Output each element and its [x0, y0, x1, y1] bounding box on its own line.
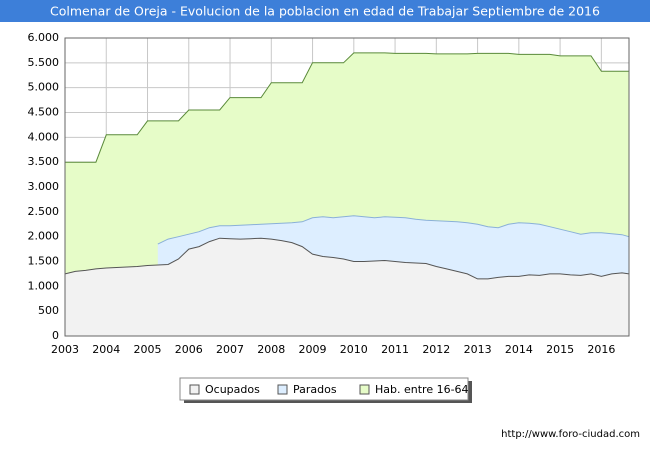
- area-line: [157, 215, 630, 245]
- legend-items: Ocupados Parados Hab. entre 16-64: [189, 383, 469, 396]
- footer: http://www.foro-ciudad.com: [501, 429, 640, 440]
- legend-label: Hab. entre 16-64: [375, 383, 469, 396]
- x-tick-label: 2016: [587, 343, 615, 356]
- y-tick-label: 6.000: [28, 31, 60, 44]
- legend-swatch: [359, 384, 370, 395]
- legend-swatch: [277, 384, 288, 395]
- x-tick-label: 2006: [175, 343, 203, 356]
- plot: [64, 37, 630, 337]
- legend-swatch: [189, 384, 200, 395]
- x-tick-label: 2011: [381, 343, 409, 356]
- legend: [179, 377, 469, 401]
- y-tick-label: 0: [52, 329, 59, 342]
- x-tick-label: 2012: [422, 343, 450, 356]
- area-line: [64, 237, 630, 280]
- y-tick-label: 2.500: [28, 205, 60, 218]
- legend-label: Parados: [293, 383, 337, 396]
- y-tick-label: 4.500: [28, 106, 60, 119]
- y-tick-label: 2.000: [28, 230, 60, 243]
- x-tick-label: 2009: [299, 343, 327, 356]
- y-tick-label: 5.500: [28, 56, 60, 69]
- x-tick-label: 2014: [505, 343, 533, 356]
- y-tick-label: 1.500: [28, 255, 60, 268]
- plot-frame: [64, 37, 630, 337]
- x-tick-label: 2013: [464, 343, 492, 356]
- x-tick-label: 2007: [216, 343, 244, 356]
- y-tick-label: 4.000: [28, 130, 60, 143]
- x-tick-label: 2010: [340, 343, 368, 356]
- x-tick-label: 2005: [134, 343, 162, 356]
- chart-title: Colmenar de Oreja - Evolucion de la pobl…: [50, 4, 600, 19]
- x-tick-label: 2008: [257, 343, 285, 356]
- title-bar: [0, 0, 650, 22]
- area: [157, 215, 630, 279]
- x-tick-label: 2004: [92, 343, 120, 356]
- x-tick-label: 2003: [51, 343, 79, 356]
- y-tick-label: 500: [38, 304, 59, 317]
- x-tick-label: 2015: [546, 343, 574, 356]
- y-tick-label: 5.000: [28, 81, 60, 94]
- area-line: [65, 52, 629, 163]
- legend-label: Ocupados: [205, 383, 260, 396]
- y-tick-label: 1.000: [28, 279, 60, 292]
- y-tick-label: 3.500: [28, 155, 60, 168]
- y-tick-label: 3.000: [28, 180, 60, 193]
- area: [65, 238, 629, 336]
